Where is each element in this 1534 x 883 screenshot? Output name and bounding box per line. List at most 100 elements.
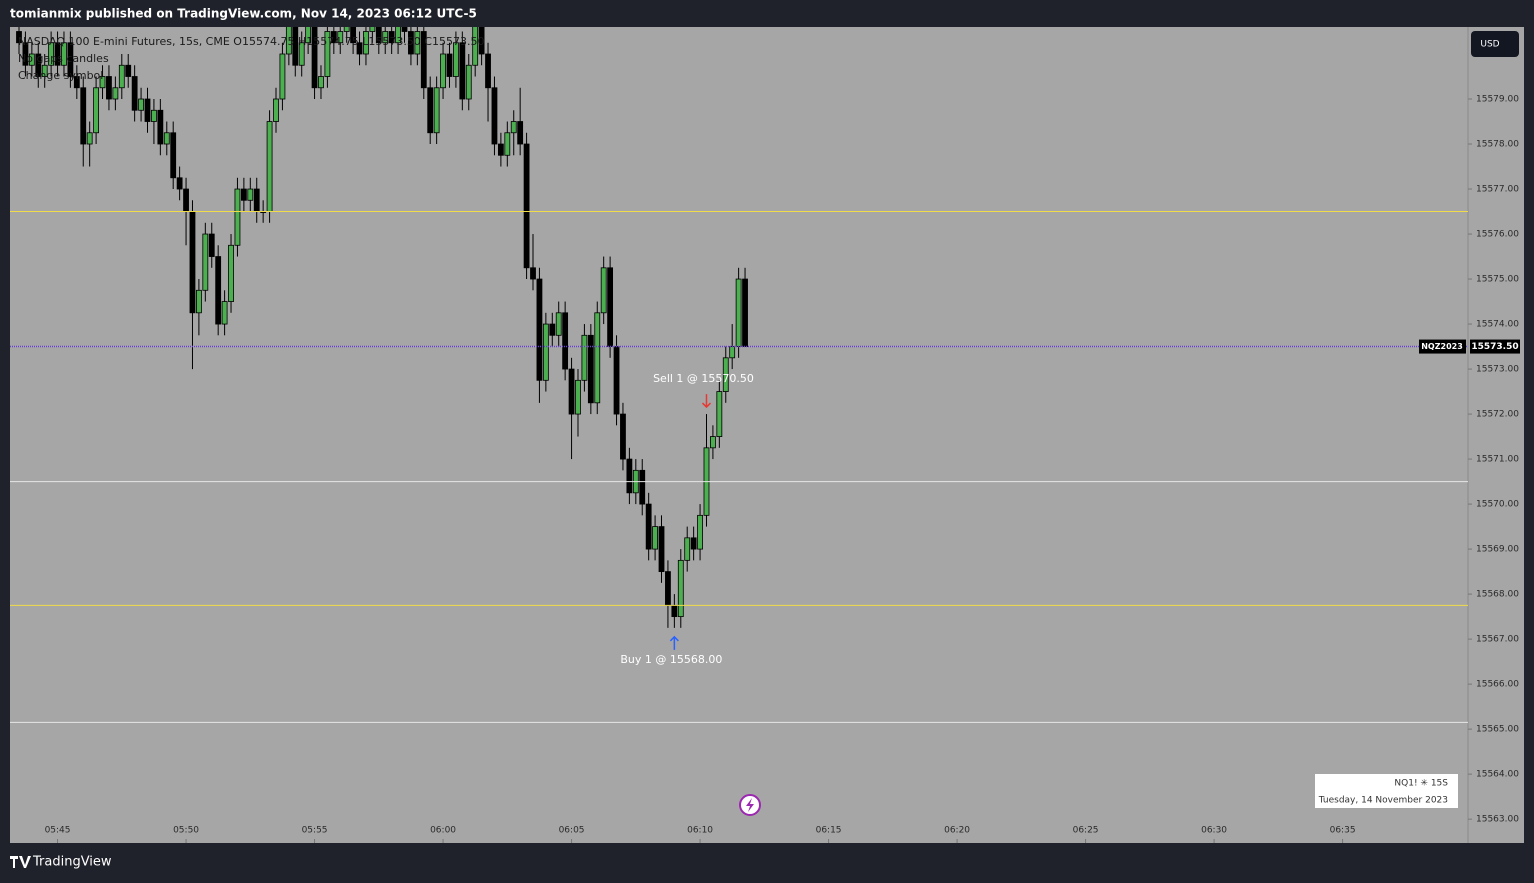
info-line: NQ1! ✳ 15S bbox=[1394, 779, 1448, 789]
candle-body bbox=[530, 267, 536, 280]
candle-body bbox=[240, 188, 247, 201]
candle-body bbox=[221, 301, 228, 325]
info-box bbox=[1315, 774, 1458, 808]
candle-body bbox=[273, 98, 279, 122]
candle-body bbox=[330, 31, 337, 44]
candle-body bbox=[363, 31, 369, 55]
candle-body bbox=[292, 27, 299, 66]
legend-line: NASDAQ 100 E-mini Futures, 15s, CME O155… bbox=[18, 35, 484, 48]
brand: TradingView bbox=[32, 855, 112, 870]
logo-mark bbox=[10, 856, 31, 868]
y-tick-label: 15566.00 bbox=[1476, 680, 1519, 690]
candle-body bbox=[112, 87, 119, 100]
candle-body bbox=[735, 278, 742, 347]
candle-body bbox=[388, 31, 395, 44]
candle-body bbox=[375, 27, 382, 44]
candle-body bbox=[395, 27, 401, 44]
candle-body bbox=[324, 31, 331, 77]
y-tick-label: 15575.00 bbox=[1476, 275, 1519, 285]
candle-body bbox=[131, 76, 138, 111]
candle-body bbox=[510, 121, 517, 134]
x-tick-label: 05:45 bbox=[45, 826, 71, 836]
publish-title: tomianmix published on TradingView.com, … bbox=[10, 7, 477, 21]
sell-arrow bbox=[701, 394, 712, 409]
candle-body bbox=[279, 53, 286, 100]
candle-body bbox=[453, 42, 459, 77]
candle-body bbox=[742, 278, 748, 347]
candle-body bbox=[369, 27, 376, 32]
candle-body bbox=[581, 334, 588, 381]
candle-body bbox=[163, 132, 170, 145]
candle-body bbox=[215, 256, 222, 325]
y-tick-label: 15568.00 bbox=[1476, 590, 1519, 600]
candle-body bbox=[183, 188, 189, 212]
candle-body bbox=[305, 27, 312, 44]
candle-body bbox=[170, 132, 177, 179]
candle-body bbox=[575, 379, 581, 415]
x-tick-label: 06:10 bbox=[687, 826, 713, 836]
candle-body bbox=[318, 76, 324, 89]
candle-body bbox=[41, 64, 48, 77]
candle-body bbox=[729, 346, 736, 359]
x-tick-label: 06:35 bbox=[1330, 826, 1356, 836]
candle-body bbox=[196, 289, 202, 314]
currency-button[interactable] bbox=[1471, 31, 1519, 57]
candle-body bbox=[491, 87, 498, 145]
candle-body bbox=[677, 559, 684, 618]
candle-body bbox=[151, 109, 157, 122]
y-tick-label: 15571.00 bbox=[1476, 455, 1519, 465]
candle-body bbox=[138, 98, 144, 111]
replay-bolt bbox=[746, 798, 754, 812]
candle-body bbox=[517, 121, 524, 145]
candle-body bbox=[202, 233, 209, 291]
x-tick-label: 05:50 bbox=[173, 826, 199, 836]
candle-body bbox=[28, 53, 35, 66]
candle-body bbox=[684, 537, 691, 561]
candle-body bbox=[414, 31, 421, 55]
y-tick-label: 15572.00 bbox=[1476, 410, 1519, 420]
x-tick-label: 05:55 bbox=[302, 826, 328, 836]
candle-body bbox=[523, 143, 530, 269]
info-line: Tuesday, 14 November 2023 bbox=[1318, 796, 1448, 806]
footer-logo: TradingView bbox=[10, 855, 112, 870]
x-tick-label: 06:30 bbox=[1201, 826, 1227, 836]
x-tick-label: 06:05 bbox=[559, 826, 585, 836]
symbol-label: NQZ2023 bbox=[1421, 342, 1463, 351]
plot-area bbox=[10, 27, 1524, 843]
candle-body bbox=[285, 27, 292, 55]
candle-body bbox=[555, 312, 562, 336]
candle-body bbox=[382, 31, 389, 44]
candle-body bbox=[234, 188, 241, 246]
candle-body bbox=[465, 64, 472, 100]
y-tick-label: 15577.00 bbox=[1476, 185, 1519, 195]
candle-body bbox=[247, 188, 254, 201]
candle-body bbox=[176, 177, 183, 190]
candle-body bbox=[228, 244, 234, 302]
candle-body bbox=[311, 27, 318, 89]
candle-body bbox=[568, 368, 575, 415]
legend-line: No gaps candles bbox=[18, 52, 109, 65]
x-tick-label: 06:20 bbox=[944, 826, 970, 836]
chart: 15563.00 15564.00 15565.00 15566.00 15567.00… bbox=[10, 27, 1520, 843]
candle-body bbox=[710, 436, 716, 449]
candle-body bbox=[620, 413, 626, 460]
x-tick-label: 06:15 bbox=[816, 826, 842, 836]
candle-body bbox=[504, 132, 511, 156]
candle-body bbox=[16, 31, 22, 44]
candle-body bbox=[420, 31, 427, 89]
y-tick-label: 15576.00 bbox=[1476, 230, 1519, 240]
currency-label: USD bbox=[1480, 40, 1499, 50]
candle-body bbox=[427, 87, 434, 134]
sell-label: Sell 1 @ 15570.50 bbox=[653, 372, 754, 385]
x-tick-label: 06:25 bbox=[1073, 826, 1099, 836]
buy-label: Buy 1 @ 15568.00 bbox=[620, 653, 722, 666]
candle-body bbox=[478, 27, 485, 55]
y-tick-label: 15578.00 bbox=[1476, 140, 1519, 150]
candle-body bbox=[67, 42, 74, 77]
candle-body bbox=[665, 571, 671, 606]
candle-body bbox=[697, 514, 703, 550]
candle-body bbox=[106, 76, 112, 100]
candle-body bbox=[594, 312, 601, 404]
candle-body bbox=[671, 604, 678, 618]
